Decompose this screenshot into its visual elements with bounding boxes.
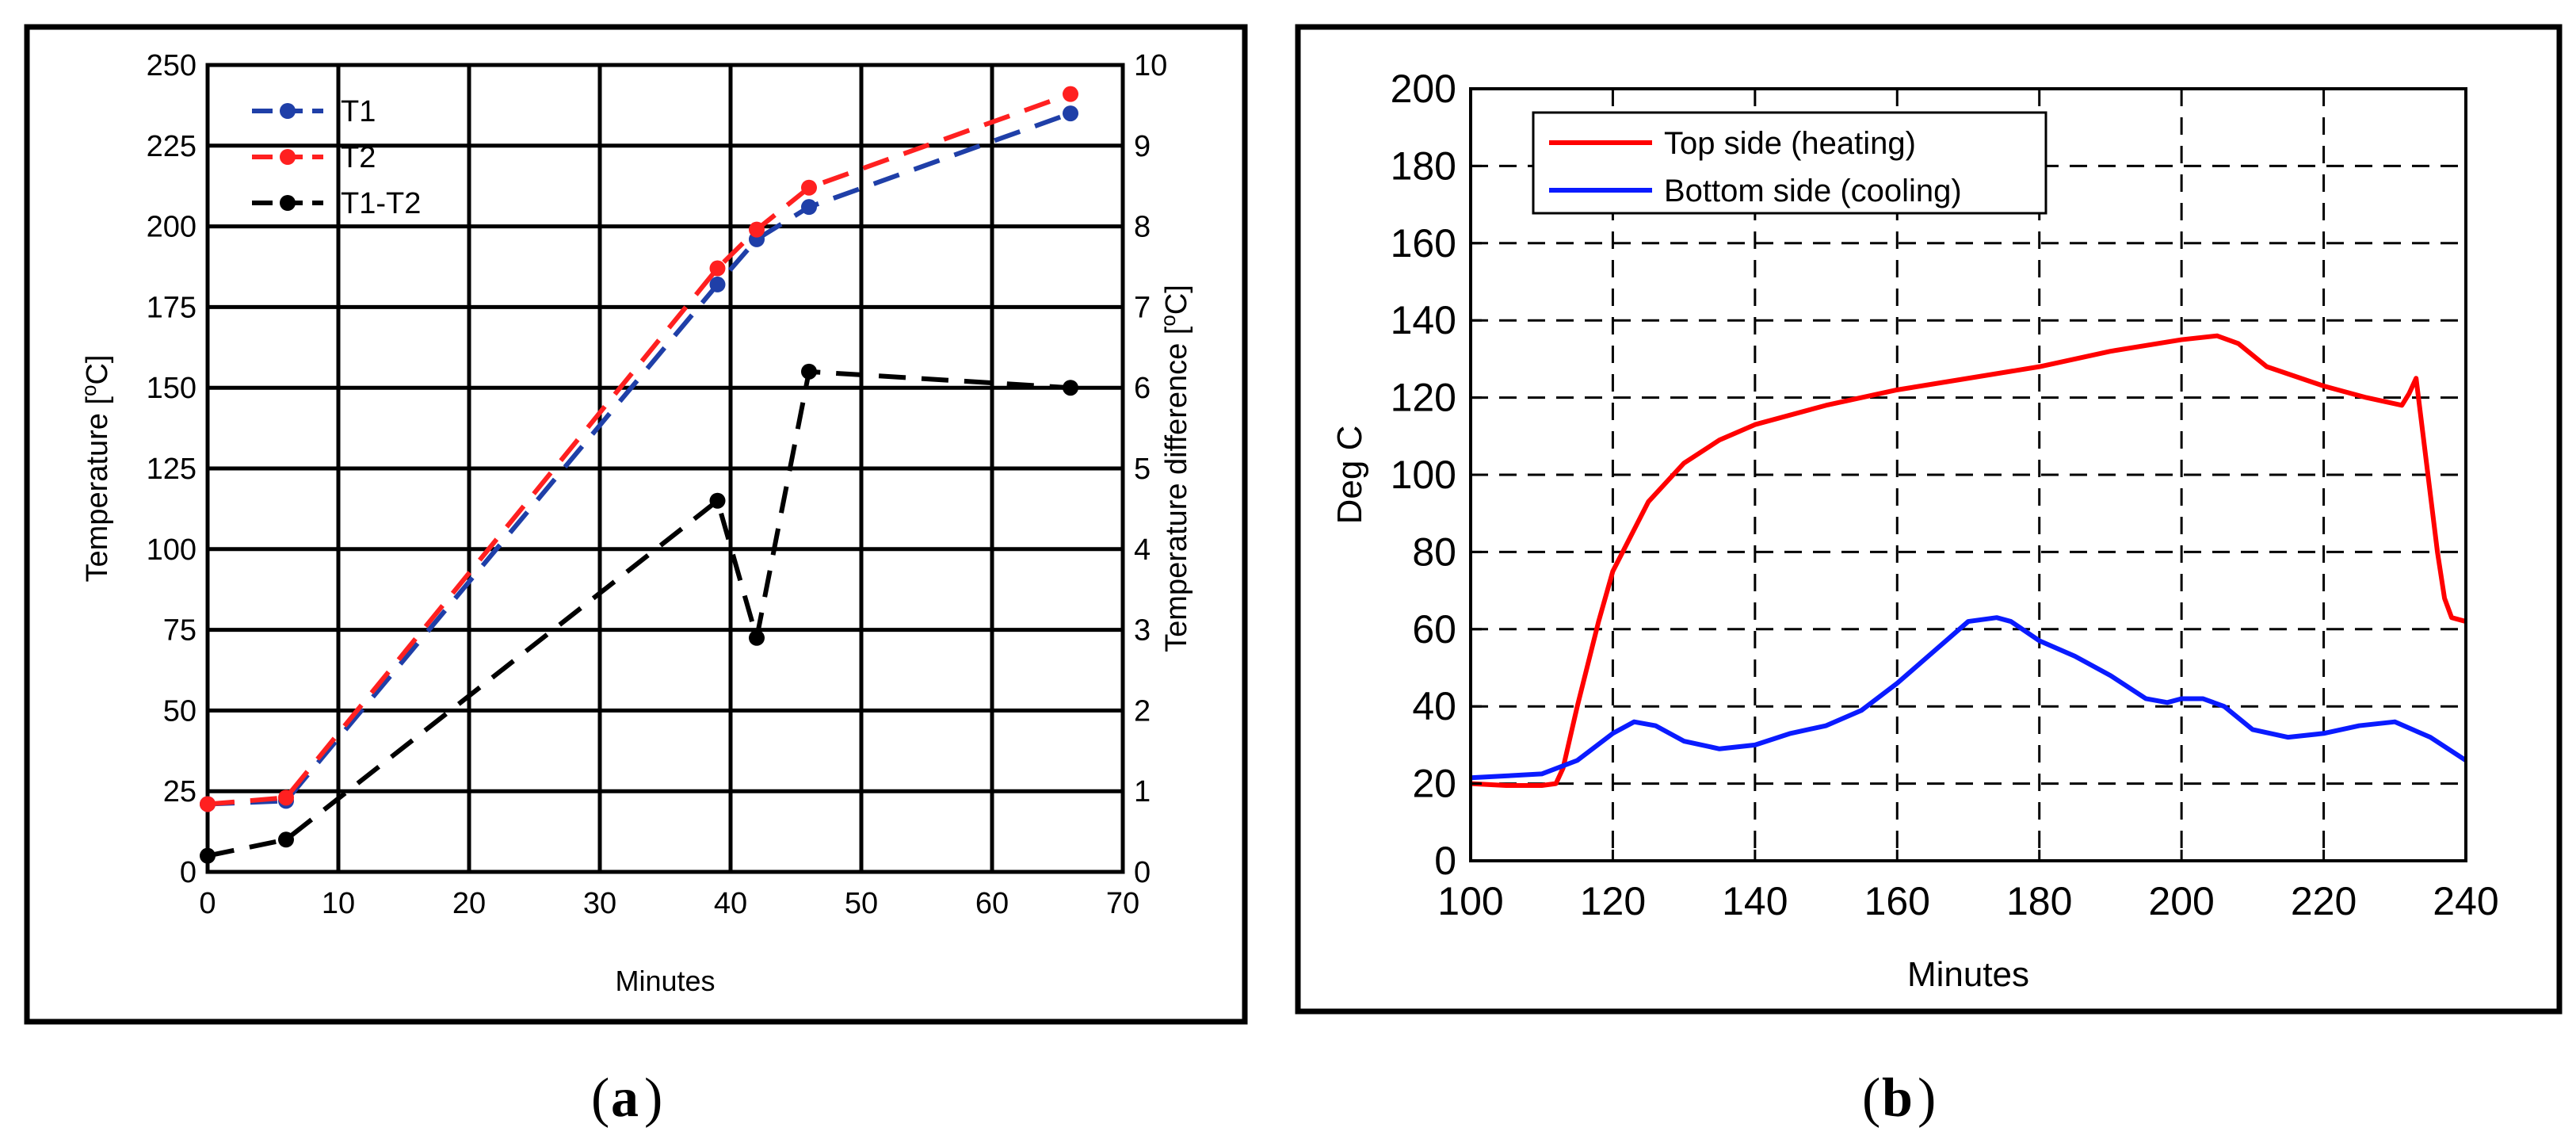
panel-b-label: b (1882, 1068, 1913, 1129)
chart-a-point-t2 (709, 260, 726, 277)
svg-text:): ) (644, 1068, 662, 1129)
chart-a-y-axis-label: Temperature [oC] (77, 355, 114, 583)
chart-a-y-tick-label: 0 (180, 856, 197, 889)
chart-a-legend-marker-t1 (280, 103, 296, 119)
chart-a-y-right-tick-label: 10 (1134, 49, 1167, 82)
chart-b-y-tick-label: 120 (1391, 376, 1456, 420)
chart-b-x-tick-label: 100 (1437, 879, 1503, 923)
chart-b-y-tick-label: 20 (1412, 762, 1456, 806)
panel-b-caption: ( b ) (1862, 1068, 1936, 1129)
chart-b-x-tick-label: 120 (1580, 879, 1646, 923)
chart-a-y-right-tick-label: 1 (1134, 775, 1151, 808)
chart-a-x-tick-label: 60 (975, 887, 1009, 920)
chart-a-y-right-tick-label: 8 (1134, 211, 1151, 244)
chart-a-x-tick-label: 30 (583, 887, 616, 920)
chart-a-point-t2 (1063, 86, 1078, 102)
chart-b-y-tick-label: 40 (1412, 684, 1456, 728)
chart-a-legend-marker-t2 (280, 149, 296, 165)
chart-b-y-tick-label: 60 (1412, 607, 1456, 652)
chart-b-x-tick-label: 240 (2433, 879, 2498, 923)
panel-a-frame (24, 24, 1248, 1025)
chart-a-point-t2 (200, 796, 216, 812)
chart-b-x-tick-label: 180 (2006, 879, 2072, 923)
chart-a-y-right-tick-label: 0 (1134, 856, 1151, 889)
chart-a-y-right-tick-label: 9 (1134, 130, 1151, 163)
panel-a-label: a (611, 1068, 639, 1129)
chart-a-plot-border (205, 63, 1125, 874)
chart-a-x-axis-label: Minutes (615, 965, 715, 997)
chart-a-series-line-t1 (207, 111, 1072, 807)
chart-a-y-tick-label: 75 (163, 614, 197, 648)
chart-b-y-tick-label: 160 (1391, 221, 1456, 266)
chart-b-x-tick-label: 140 (1722, 879, 1788, 923)
chart-a-y-tick-label: 125 (147, 453, 197, 486)
chart-a-y-right-tick-label: 7 (1134, 291, 1151, 324)
chart-a-x-tick-label: 0 (199, 887, 216, 920)
chart-a-y-tick-label: 100 (147, 533, 197, 567)
svg-text:(: ( (591, 1068, 609, 1129)
chart-a-point-t1-t2 (278, 831, 294, 848)
chart-b-x-tick-label: 220 (2291, 879, 2357, 923)
chart-b-legend: Top side (heating) Bottom side (cooling) (1532, 111, 2047, 215)
chart-a-y-tick-label: 150 (147, 372, 197, 405)
chart-a-point-t2 (801, 179, 817, 196)
chart-a-point-t1-t2 (801, 363, 817, 380)
chart-a-y-tick-label: 50 (163, 694, 197, 728)
chart-b-y-tick-label: 200 (1391, 67, 1456, 111)
chart-a-point-t1 (709, 276, 726, 292)
chart-a-legend-marker-t1-t2 (280, 195, 296, 211)
chart-a-point-t2 (749, 221, 765, 238)
chart-b-x-axis-label: Minutes (1907, 955, 2029, 994)
svg-text:): ) (1918, 1068, 1936, 1129)
chart-a-point-t1 (801, 199, 817, 216)
chart-a-series-line-t1-t2 (207, 369, 1071, 858)
chart-b-legend-label-bottom-side-cooling: Bottom side (cooling) (1664, 174, 1962, 208)
chart-a-point-t1-t2 (749, 629, 765, 646)
chart-b-y-tick-label: 100 (1391, 453, 1456, 497)
chart-a-x-tick-label: 50 (845, 887, 878, 920)
chart-a-y-tick-label: 175 (147, 291, 197, 324)
chart-b-series-line-top-side-heating (1470, 333, 2467, 789)
chart-a-point-t2 (278, 789, 294, 806)
chart-a-y-right-tick-label: 3 (1134, 614, 1151, 648)
chart-a-point-t1-t2 (709, 492, 726, 509)
chart-a-point-t1-t2 (1063, 380, 1078, 396)
chart-b-y-axis-label: Deg C (1330, 426, 1369, 525)
chart-b-y-tick-label: 80 (1412, 529, 1456, 574)
chart-a-y-tick-label: 200 (147, 211, 197, 244)
chart-a-point-t1 (1063, 105, 1078, 122)
chart-a-y-right-tick-label: 4 (1134, 533, 1151, 567)
chart-b-x-tick-label: 200 (2148, 879, 2214, 923)
chart-a-y-right-tick-label: 2 (1134, 694, 1151, 728)
chart-b-x-tick-label: 160 (1864, 879, 1930, 923)
chart-a-y-tick-label: 225 (147, 130, 197, 163)
chart-a-legend: T1 T2 T1-T2 (252, 95, 421, 220)
chart-a-legend-label-t1: T1 (341, 95, 376, 128)
chart-a-y-tick-label: 25 (163, 775, 197, 808)
chart-a-y-tick-label: 250 (147, 49, 197, 82)
panel-b-frame (1295, 24, 2563, 1015)
chart-a-legend-label-t2: T2 (341, 141, 376, 174)
chart-a-x-tick-label: 10 (322, 887, 355, 920)
chart-a-legend-label-t1-t2: T1-T2 (341, 187, 421, 220)
chart-a-series-line-t2 (207, 91, 1072, 807)
chart-a-y-right-tick-label: 6 (1134, 372, 1151, 405)
chart-b-y-tick-label: 0 (1434, 839, 1456, 883)
chart-b-y-tick-label: 140 (1391, 298, 1456, 342)
chart-a-y-right-tick-label: 5 (1134, 453, 1151, 486)
chart-a-point-t1-t2 (200, 847, 216, 864)
chart-b: 100 120 140 160 180 200 220 240 0 20 40 60 80 100 120 1… (1330, 67, 2499, 994)
chart-a-x-tick-label: 40 (714, 887, 747, 920)
chart-b-legend-box (1532, 111, 2047, 215)
chart-a-x-tick-label: 70 (1106, 887, 1139, 920)
chart-a-x-tick-label: 20 (452, 887, 486, 920)
panel-a-caption: ( a ) (591, 1068, 662, 1129)
chart-a: 0 10 20 30 40 50 60 700255075100125150175200225… (77, 49, 1193, 997)
svg-text:(: ( (1862, 1068, 1880, 1129)
chart-b-y-tick-label: 180 (1391, 143, 1456, 188)
chart-b-legend-label-top-side-heating: Top side (heating) (1664, 126, 1916, 161)
chart-b-series-line-bottom-side-cooling (1470, 615, 2467, 781)
chart-a-y-right-axis-label: Temperature difference [oC] (1156, 285, 1193, 652)
